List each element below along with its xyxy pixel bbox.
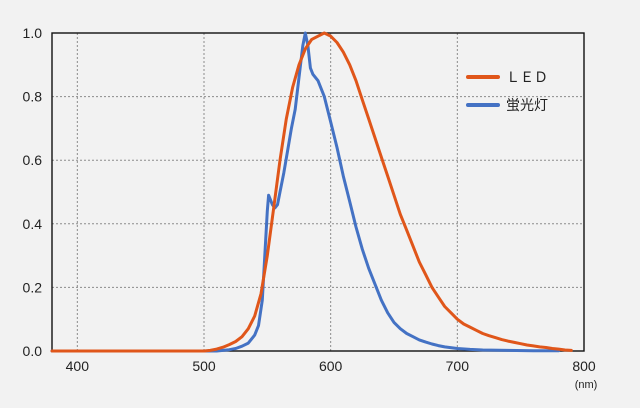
tick-labels: 400 500 600 700 800 0.0 0.2 0.4 0.6 0.8 1.0	[23, 25, 596, 374]
series-line-1	[50, 31, 561, 353]
x-tick-label: 500	[192, 358, 216, 374]
series-line-0	[50, 31, 573, 353]
y-tick-label: 1.0	[23, 25, 43, 41]
x-tick-label: 800	[572, 358, 596, 374]
series-lines	[50, 31, 573, 353]
y-tick-label: 0.2	[23, 279, 43, 295]
legend: ＬＥＤ 蛍光灯	[466, 69, 548, 113]
legend-label: ＬＥＤ	[506, 69, 548, 85]
y-tick-label: 0.8	[23, 89, 43, 105]
plot-frame	[51, 32, 585, 352]
y-tick-label: 0.4	[23, 216, 43, 232]
x-tick-label: 600	[319, 358, 343, 374]
y-tick-label: 0.6	[23, 152, 43, 168]
grid-lines	[52, 33, 584, 351]
legend-label: 蛍光灯	[506, 97, 548, 113]
x-unit-label: (nm)	[575, 379, 598, 391]
y-tick-label: 0.0	[23, 343, 43, 359]
x-tick-label: 400	[66, 358, 90, 374]
x-tick-label: 700	[446, 358, 470, 374]
